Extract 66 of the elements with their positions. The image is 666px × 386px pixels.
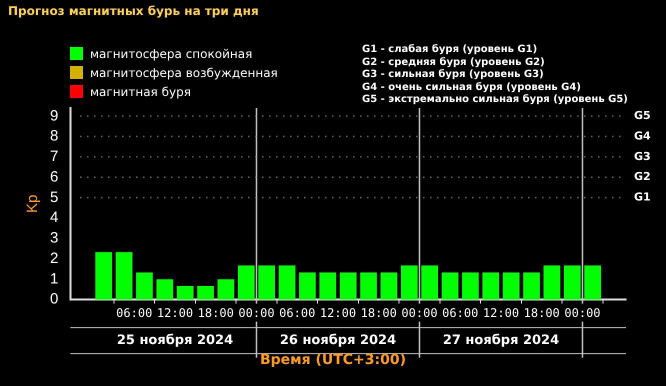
y-tick-label: 9 bbox=[50, 107, 58, 124]
bar bbox=[544, 266, 560, 300]
bar bbox=[176, 286, 194, 300]
bar bbox=[564, 266, 581, 300]
text: 26 ноября 2024 bbox=[280, 332, 396, 348]
ref-line-label: G3 bbox=[634, 150, 651, 163]
bar bbox=[299, 272, 316, 300]
x-tick-label: 06:00 bbox=[116, 306, 152, 320]
x-tick-label: 06:00 bbox=[442, 306, 478, 320]
legend-label: магнитная буря bbox=[90, 84, 191, 98]
y-tick-label: 7 bbox=[50, 148, 58, 166]
y-tick-label: 3 bbox=[50, 230, 58, 247]
ref-line-label: G4 bbox=[634, 129, 652, 142]
x-axis-title: Время (UTC+3:00) bbox=[258, 352, 408, 368]
bar bbox=[482, 272, 500, 300]
y-tick-label: 1 bbox=[50, 270, 58, 288]
bar bbox=[238, 266, 255, 300]
bar bbox=[156, 279, 174, 300]
y-tick-label: 2 bbox=[50, 250, 58, 267]
legend-label: магнитосфера спокойная bbox=[90, 46, 252, 60]
bar bbox=[400, 266, 418, 300]
ref-line-label: G5 bbox=[634, 109, 651, 122]
bar bbox=[136, 272, 153, 300]
x-tick-label: 18:00 bbox=[198, 306, 234, 320]
text: 27 ноября 2024 bbox=[442, 332, 560, 348]
bar bbox=[258, 266, 276, 300]
bar bbox=[319, 272, 336, 300]
text: G5 - экстремально сильная буря (уровень G5) bbox=[362, 94, 628, 106]
y-tick-label: 8 bbox=[50, 128, 58, 145]
ref-line-label: G2 bbox=[634, 170, 651, 184]
x-tick-label: 18:00 bbox=[524, 306, 560, 320]
y-tick-label: 5 bbox=[50, 188, 58, 206]
bar bbox=[95, 252, 112, 300]
text: G2 - средняя буря (уровень G2) bbox=[362, 56, 546, 69]
y-tick-label: 0 bbox=[50, 290, 58, 308]
bar bbox=[116, 252, 132, 300]
ref-line-label: G1 bbox=[634, 190, 651, 204]
x-tick-label: 06:00 bbox=[279, 306, 316, 320]
text: G4 - очень сильная буря (уровень G4) bbox=[362, 82, 582, 94]
text: G1 - слабая буря (уровень G1) bbox=[362, 44, 538, 56]
x-tick-label: 18:00 bbox=[360, 306, 397, 320]
x-tick-label: 12:00 bbox=[482, 306, 520, 320]
bar bbox=[340, 272, 357, 300]
x-tick-label: 12:00 bbox=[156, 306, 194, 320]
x-tick-label: 00:00 bbox=[238, 306, 275, 320]
y-tick-label: 6 bbox=[50, 168, 58, 186]
x-tick-label: 00:00 bbox=[401, 306, 438, 320]
legend-label: магнитосфера возбужденная bbox=[90, 66, 278, 80]
y-tick-label: 4 bbox=[50, 209, 58, 226]
bar bbox=[502, 272, 520, 300]
bar bbox=[421, 266, 438, 300]
bar bbox=[380, 272, 398, 300]
bar bbox=[523, 272, 540, 300]
bar bbox=[360, 272, 377, 300]
bar bbox=[584, 266, 602, 300]
x-tick-label: 00:00 bbox=[564, 306, 601, 320]
bar bbox=[197, 286, 214, 300]
chart-title: Прогноз магнитных бурь на три дня bbox=[8, 4, 259, 18]
bar bbox=[218, 279, 234, 300]
x-tick-label: 12:00 bbox=[320, 306, 356, 320]
bar bbox=[442, 272, 458, 300]
text: G3 - сильная буря (уровень G3) bbox=[362, 69, 545, 82]
text: 25 ноября 2024 bbox=[116, 332, 234, 348]
bar bbox=[462, 272, 479, 300]
y-axis-title: Kp bbox=[24, 194, 42, 213]
bar bbox=[278, 266, 296, 300]
